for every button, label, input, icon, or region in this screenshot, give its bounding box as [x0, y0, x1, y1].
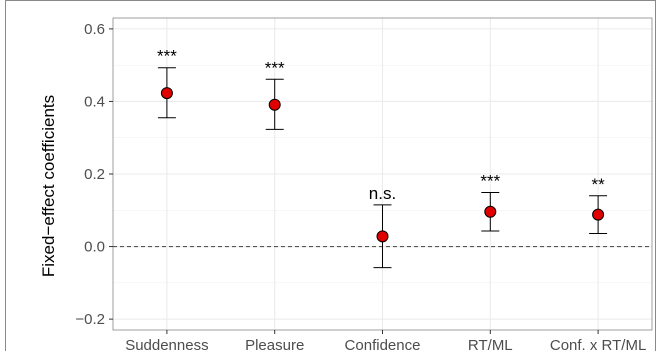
- figure-frame: [5, 0, 656, 351]
- significance-annotation: **: [591, 175, 605, 194]
- significance-annotation: ***: [265, 58, 285, 77]
- data-point: [160, 87, 173, 100]
- y-tick-label: 0.6: [84, 21, 105, 38]
- x-tick-label: Pleasure: [245, 337, 304, 352]
- y-tick-label: 0.4: [84, 93, 105, 110]
- significance-annotation: n.s.: [369, 184, 396, 203]
- x-tick-label: Suddenness: [125, 337, 208, 352]
- x-tick-label: Conf. x RT/ML: [550, 337, 646, 352]
- data-point: [376, 230, 389, 243]
- data-point-group: **: [589, 175, 608, 234]
- data-point-group: ***: [265, 58, 285, 130]
- x-tick-label: RT/ML: [468, 337, 513, 352]
- y-tick-label: −0.2: [75, 311, 105, 328]
- x-tick-label: Confidence: [345, 337, 421, 352]
- y-tick-label: 0.0: [84, 239, 105, 256]
- y-tick-label: 0.2: [84, 166, 105, 183]
- data-point-group: ***: [480, 172, 501, 232]
- data-point: [484, 205, 497, 218]
- data-point-group: n.s.: [369, 184, 396, 269]
- data-point: [268, 98, 281, 111]
- significance-annotation: ***: [157, 47, 177, 66]
- significance-annotation: ***: [480, 172, 500, 191]
- y-axis-label: Fixed−effect coefficients: [39, 95, 58, 277]
- data-point-group: ***: [157, 47, 177, 119]
- data-point: [592, 208, 605, 221]
